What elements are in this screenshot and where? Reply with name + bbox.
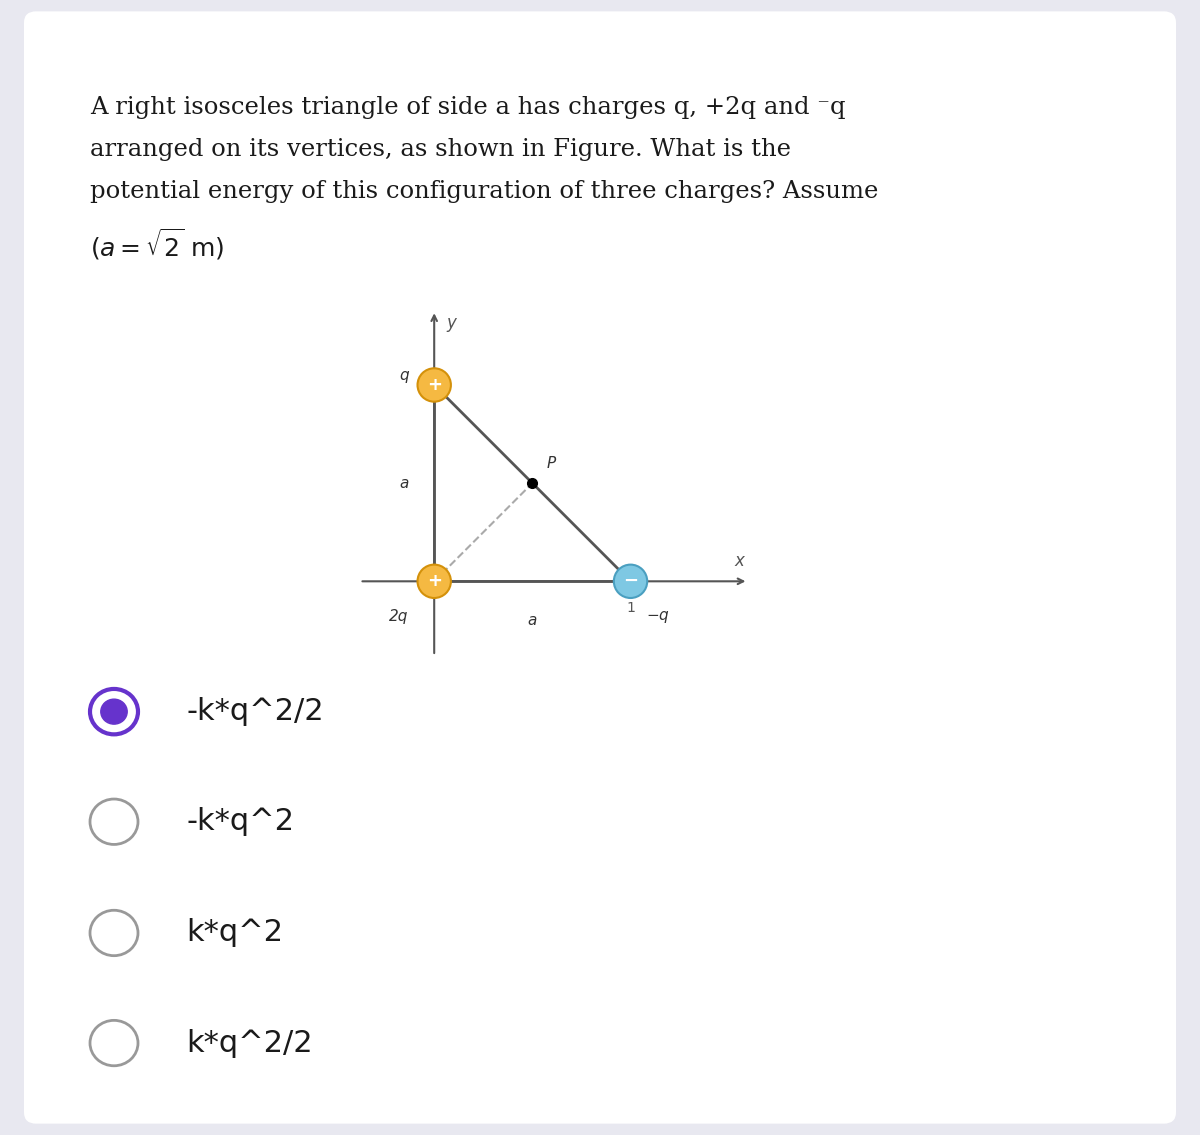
Text: x: x xyxy=(734,552,744,570)
Text: y: y xyxy=(446,314,456,333)
Text: k*q^2: k*q^2 xyxy=(186,918,283,948)
Circle shape xyxy=(418,368,451,402)
Text: -k*q^2: -k*q^2 xyxy=(186,807,294,836)
Text: 1: 1 xyxy=(626,600,635,615)
Text: 2q: 2q xyxy=(389,608,409,624)
Text: −: − xyxy=(623,572,638,590)
Text: +: + xyxy=(427,376,442,394)
Text: potential energy of this configuration of three charges? Assume: potential energy of this configuration o… xyxy=(90,180,878,203)
Circle shape xyxy=(418,564,451,598)
Text: arranged on its vertices, as shown in Figure. What is the: arranged on its vertices, as shown in Fi… xyxy=(90,138,791,161)
Text: +: + xyxy=(427,572,442,590)
Text: $-q$: $-q$ xyxy=(647,608,670,624)
Circle shape xyxy=(614,564,647,598)
Text: q: q xyxy=(400,368,409,382)
Text: $(a = \sqrt{2}\ \mathrm{m})$: $(a = \sqrt{2}\ \mathrm{m})$ xyxy=(90,227,224,262)
Text: P: P xyxy=(546,456,556,471)
Text: -k*q^2/2: -k*q^2/2 xyxy=(186,697,324,726)
Text: k*q^2/2: k*q^2/2 xyxy=(186,1028,313,1058)
Text: A right isosceles triangle of side a has charges q, +2q and ⁻q: A right isosceles triangle of side a has… xyxy=(90,96,846,119)
Text: a: a xyxy=(528,613,538,628)
Text: a: a xyxy=(400,476,409,490)
